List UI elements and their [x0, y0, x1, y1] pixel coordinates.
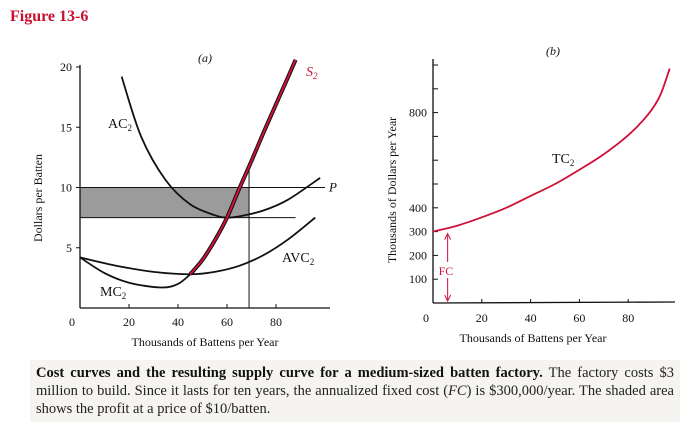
price-label: P [328, 180, 337, 195]
figure-caption: Cost curves and the resulting supply cur… [30, 360, 680, 422]
y-tick-label-b: 200 [409, 248, 427, 262]
profit-shaded-area [80, 187, 250, 218]
y-tick-label-b: 400 [409, 201, 427, 215]
caption-bold: Cost curves and the resulting supply cur… [36, 365, 543, 381]
label-mc2: MC2 [100, 285, 126, 301]
caption-part1: The factory costs $3 million to build. S… [36, 365, 674, 399]
x-axis-title-a: Thousands of Battens per Year [132, 335, 279, 349]
y-tick-label-b: 800 [409, 106, 427, 120]
label-s2: S2 [306, 65, 318, 81]
y-tick-label-b: 100 [409, 272, 427, 286]
x-tick-label-b: 80 [622, 311, 634, 325]
y-axis-title-a: Dollars per Batten [31, 154, 45, 242]
caption-fc: FC [448, 383, 467, 399]
fc-arrow-down-icon [444, 294, 452, 303]
supply-curve-outline [188, 58, 298, 276]
caption-part2: ) is $300,000/year. The shaded area show… [36, 383, 674, 417]
fc-arrow-up-icon [444, 232, 452, 240]
x-tick-label-b: 40 [525, 311, 537, 325]
panel-a-label: (a) [198, 51, 212, 65]
origin-label-a: 0 [69, 315, 75, 329]
x-tick-label-b: 60 [573, 311, 585, 325]
supply-curve-s2 [189, 59, 297, 275]
y-tick-label-a: 10 [60, 181, 72, 195]
y-tick-label-a: 5 [66, 241, 72, 255]
fc-label: FC [439, 264, 454, 278]
x-axis-b [432, 301, 676, 304]
y-tick-label-a: 15 [60, 120, 72, 134]
x-tick-label-b: 20 [476, 311, 488, 325]
y-tick-label-a: 20 [60, 60, 72, 74]
x-axis-title-b: Thousands of Battens per Year [460, 331, 607, 345]
figure-title: Figure 13-6 [10, 8, 89, 25]
panel-b-label: (b) [546, 44, 560, 58]
x-tick-label-a: 60 [221, 315, 233, 329]
x-tick-label-a: 20 [123, 315, 135, 329]
y-axis-title-b: Thousands of Dollars per Year [385, 117, 399, 263]
y-tick-label-b: 300 [409, 225, 427, 239]
x-tick-label-a: 40 [172, 315, 184, 329]
fc-label-bg [437, 262, 458, 278]
x-tick-label-a: 80 [270, 315, 282, 329]
label-avc2: AVC2 [282, 251, 314, 267]
curve-mc2 [79, 256, 191, 289]
label-tc2: TC2 [552, 152, 574, 168]
curve-tc2 [432, 68, 671, 233]
curve-avc2 [79, 216, 316, 276]
label-ac2: AC2 [108, 117, 132, 133]
origin-label-b: 0 [423, 311, 429, 325]
curve-ac2 [120, 76, 321, 219]
